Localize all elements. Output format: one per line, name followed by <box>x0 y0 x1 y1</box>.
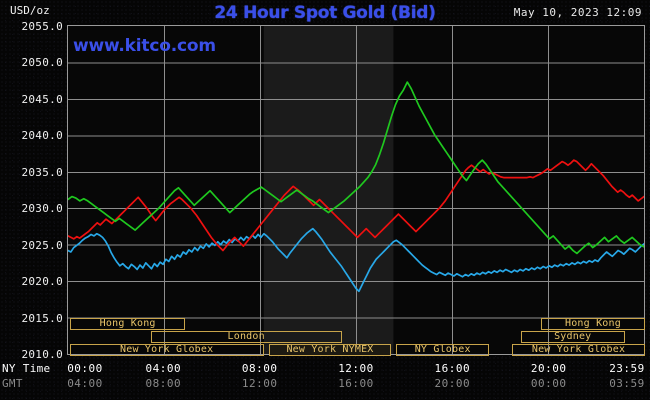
session-bars: Hong Kong Hong Kong London Sydney New York G… <box>67 318 645 358</box>
x-axis-tick: 12:00 <box>338 362 374 375</box>
series-lines <box>68 81 644 293</box>
page-title: 24 Hour Spot Gold (Bid) <box>214 3 436 23</box>
session-bar: New York Globex <box>512 344 645 356</box>
x-axis-tick: 04:00 <box>67 377 103 390</box>
y-axis-tick: 2035.0 <box>21 165 63 179</box>
y-axis-tick: 2045.0 <box>21 92 63 106</box>
kitco-watermark[interactable]: www.kitco.com <box>73 36 216 56</box>
series-line <box>68 227 644 293</box>
session-bar: New York Globex <box>69 344 264 356</box>
session-bar: New York NYMEX <box>269 344 391 356</box>
x-axis-tick: 20:00 <box>530 362 567 375</box>
x-axis-tick: 03:59 <box>609 377 645 390</box>
x-axis-tick: 16:00 <box>434 362 471 375</box>
x-axis-tick: 00:00 <box>67 362 103 375</box>
y-axis-tick: 2010.0 <box>21 348 63 361</box>
x-axis-tick: 08:00 <box>145 377 182 390</box>
x-axis-tick: 20:00 <box>434 377 471 390</box>
x-axis-row-label-gmt: GMT <box>2 377 23 390</box>
y-axis-tick: 2050.0 <box>21 56 63 70</box>
nymex-session-shading <box>263 26 394 354</box>
y-axis-labels: 2055.0 2050.0 2045.0 2040.0 2035.0 2030.0 2025… <box>0 0 63 400</box>
chart-svg <box>68 26 644 354</box>
series-line <box>68 81 644 255</box>
x-axis-tick: 00:00 <box>530 377 567 390</box>
y-axis-tick: 2055.0 <box>21 20 63 33</box>
x-axis-tick: 16:00 <box>338 377 374 390</box>
x-axis-labels: NY Time GMT 00:00 04:00 08:00 12:00 16:00 20:… <box>0 362 650 400</box>
x-axis-row-label-ny: NY Time <box>2 362 51 375</box>
session-bar: Sydney <box>520 331 625 343</box>
series-line <box>68 159 644 252</box>
x-axis-tick: 08:00 <box>241 362 278 375</box>
timestamp: May 10, 2023 12:09 <box>513 6 642 19</box>
y-axis-tick: 2040.0 <box>21 129 63 143</box>
y-axis-tick: 2015.0 <box>21 311 63 325</box>
session-bar: Hong Kong <box>540 318 645 330</box>
session-bar: Hong Kong <box>69 318 186 330</box>
y-axis-tick: 2025.0 <box>21 238 63 252</box>
y-axis-tick: 2020.0 <box>21 275 63 289</box>
x-axis-tick: 12:00 <box>241 377 278 390</box>
session-bar: NY Globex <box>396 344 489 356</box>
x-axis-tick: 23:59 <box>609 362 645 375</box>
chart-plot-area <box>67 25 645 355</box>
y-axis-tick: 2030.0 <box>21 202 63 216</box>
x-axis-tick: 04:00 <box>145 362 182 375</box>
y-axis-unit-label: USD/oz <box>10 4 50 17</box>
session-bar: London <box>150 331 342 343</box>
